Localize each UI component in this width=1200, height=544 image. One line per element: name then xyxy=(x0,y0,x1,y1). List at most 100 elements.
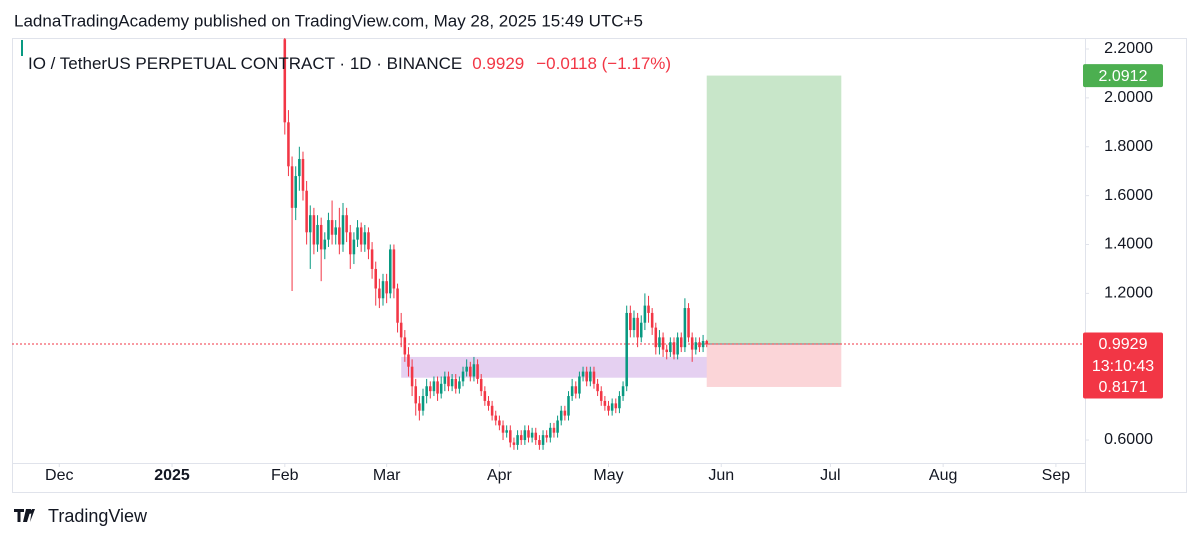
stop-tag-label: 0.8171 xyxy=(1099,379,1148,396)
candle-body xyxy=(305,190,308,233)
candle-body xyxy=(658,337,661,348)
panel-border xyxy=(12,38,1187,493)
y-tick-label: 1.2000 xyxy=(1104,285,1153,302)
y-tick-label: 0.6000 xyxy=(1104,431,1153,448)
candle-body xyxy=(512,442,516,445)
x-tick-label: Dec xyxy=(45,467,73,484)
candle-body xyxy=(327,220,330,240)
x-tick-label: Apr xyxy=(487,467,513,484)
candle-body xyxy=(541,435,545,445)
candle-body xyxy=(294,176,297,208)
candle-body xyxy=(338,227,341,245)
candle-body xyxy=(287,122,290,167)
target-tag xyxy=(1083,64,1163,88)
last-price-tag-label: 0.9929 xyxy=(1099,336,1148,353)
candle-body xyxy=(519,435,523,441)
x-tick-label: 2025 xyxy=(154,467,190,484)
candle-body xyxy=(389,249,392,294)
candle-body xyxy=(505,430,508,433)
candle-body xyxy=(476,364,479,379)
candle-body xyxy=(352,239,356,255)
candle-body xyxy=(479,378,483,392)
candle-body xyxy=(559,410,563,421)
candle-body xyxy=(443,376,447,384)
candle-body xyxy=(701,341,705,348)
candle-body xyxy=(599,391,603,401)
candle-body xyxy=(661,337,665,350)
candle-body xyxy=(414,386,418,404)
candle-body xyxy=(378,288,381,299)
brand-name: TradingView xyxy=(48,506,148,526)
y-tick-label: 2.0000 xyxy=(1104,89,1153,106)
candle-body xyxy=(301,158,305,191)
candle-body xyxy=(348,232,352,255)
candle-body xyxy=(589,371,592,382)
candle-body xyxy=(574,386,578,394)
candle-body xyxy=(487,400,490,406)
candle-body xyxy=(647,305,650,313)
candle-body xyxy=(450,378,454,387)
candle-body xyxy=(621,386,625,397)
candle-body xyxy=(410,366,414,387)
x-tick-label: Sep xyxy=(1042,467,1071,484)
candle-body xyxy=(614,403,618,409)
target-tag-label: 2.0912 xyxy=(1099,68,1148,85)
candle-body xyxy=(509,430,512,443)
candle-body xyxy=(458,381,461,389)
support-zone xyxy=(401,356,718,378)
candle-body xyxy=(436,381,439,394)
candle-body xyxy=(629,312,632,331)
candle-body xyxy=(308,215,312,233)
candle-body xyxy=(650,312,654,328)
candle-body xyxy=(625,312,628,387)
candle-body xyxy=(545,435,548,438)
candle-body xyxy=(345,215,348,233)
x-tick-label: Feb xyxy=(271,467,299,484)
candle-body xyxy=(501,425,505,433)
y-tick-label: 1.8000 xyxy=(1104,138,1153,155)
plot-area xyxy=(12,38,1085,450)
candle-body xyxy=(567,396,570,416)
candle-body xyxy=(494,415,498,421)
candle-body xyxy=(563,410,567,416)
x-tick-label: Aug xyxy=(929,467,957,484)
y-tick-label: 1.6000 xyxy=(1104,187,1153,204)
candle-body xyxy=(418,403,421,411)
symbol-title: IO / TetherUS PERPETUAL CONTRACT · 1D · … xyxy=(28,54,462,73)
candle-body xyxy=(312,215,316,245)
x-tick-label: Jul xyxy=(820,467,840,484)
candle-body xyxy=(290,166,294,208)
candle-body xyxy=(425,386,428,397)
candle-body xyxy=(421,396,425,411)
candle-body xyxy=(330,220,334,235)
last-price: 0.9929 xyxy=(472,54,524,73)
candle-body xyxy=(705,341,708,345)
symbol-line: IO / TetherUS PERPETUAL CONTRACT · 1D · … xyxy=(28,54,671,73)
candle-body xyxy=(472,364,476,377)
candle-body xyxy=(549,427,552,438)
candle-body xyxy=(538,440,541,445)
candle-body xyxy=(694,342,698,350)
candle-body xyxy=(527,430,530,438)
candle-body xyxy=(483,391,487,401)
candle-body xyxy=(461,371,465,382)
candle-body xyxy=(618,396,621,409)
candle-body xyxy=(523,430,527,441)
candle-body xyxy=(356,227,359,240)
brand-logo xyxy=(14,509,35,522)
x-tick-label: May xyxy=(593,467,623,484)
candle-body xyxy=(323,239,327,250)
candle-body xyxy=(690,337,694,350)
candle-body xyxy=(632,317,636,331)
candle-body xyxy=(687,308,690,338)
candle-body xyxy=(607,405,610,411)
candle-body xyxy=(578,376,581,394)
countdown-label: 13:10:43 xyxy=(1092,358,1154,375)
candle-body xyxy=(534,432,538,441)
last-price-tag xyxy=(1083,332,1163,379)
candle-body xyxy=(454,378,458,389)
candle-body xyxy=(610,403,614,411)
candle-body xyxy=(283,39,287,123)
